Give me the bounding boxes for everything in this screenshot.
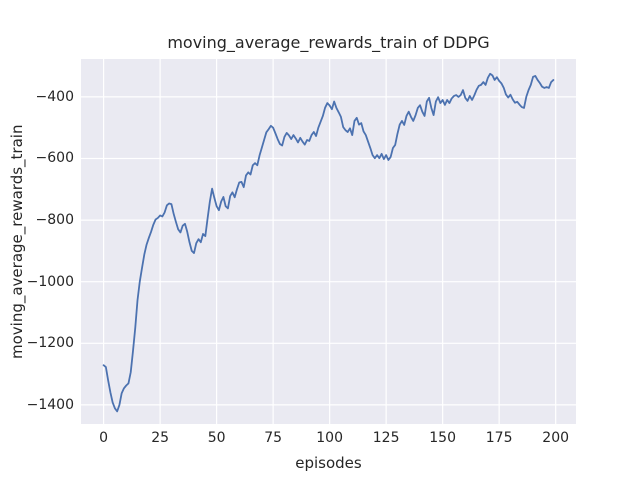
x-tick-label: 125 (372, 430, 400, 446)
x-tick-label: 150 (429, 430, 457, 446)
y-tick-label: −1200 (26, 335, 74, 352)
plot-background (81, 59, 576, 424)
x-tick-label: 75 (264, 430, 283, 446)
x-tick-label: 200 (542, 430, 570, 446)
y-axis-label: moving_average_rewards_train (8, 124, 26, 359)
x-tick-label: 50 (207, 430, 226, 446)
y-tick-label: −1000 (26, 273, 74, 290)
x-tick-label: 175 (485, 430, 513, 446)
series-line (102, 72, 555, 413)
y-tick-label: −1400 (26, 396, 74, 413)
y-tick-label: −600 (35, 150, 74, 167)
line-chart-svg (81, 59, 576, 424)
y-tick-label: −800 (35, 212, 74, 229)
x-axis-label: episodes (295, 454, 362, 472)
chart-title: moving_average_rewards_train of DDPG (167, 33, 490, 52)
x-tick-label: 0 (99, 430, 109, 446)
y-tick-label: −400 (35, 88, 74, 105)
x-tick-label: 100 (316, 430, 343, 446)
x-tick-label: 25 (151, 430, 170, 446)
plot-area (81, 59, 576, 424)
